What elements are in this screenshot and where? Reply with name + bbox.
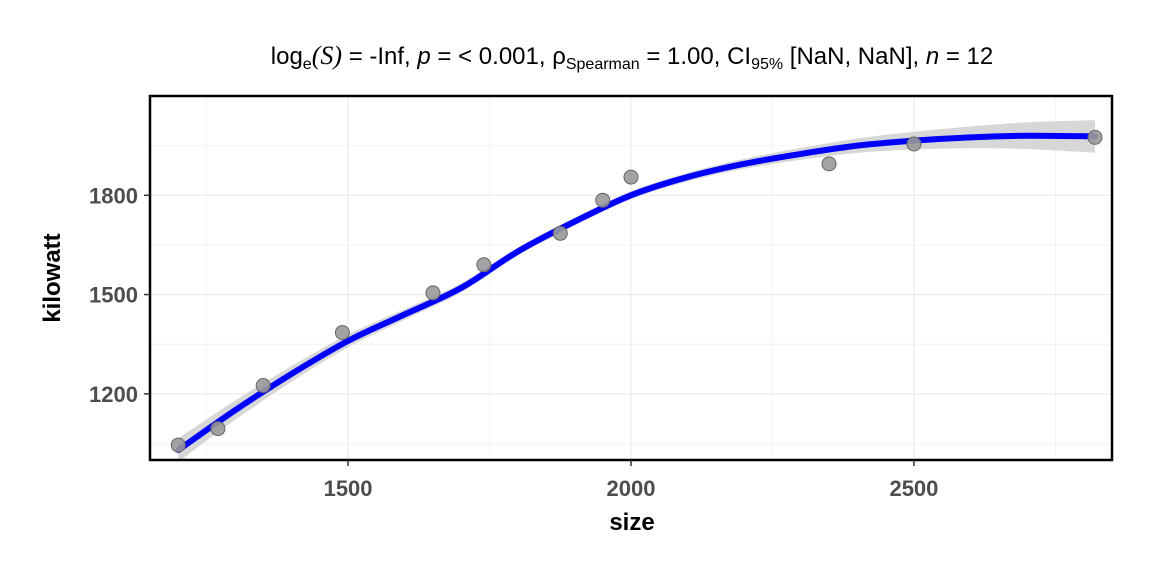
smooth-fit-line [175, 132, 1099, 454]
y-axis-title: kilowatt [39, 233, 66, 322]
data-point [334, 325, 350, 341]
data-point [906, 136, 922, 152]
data-point [255, 378, 271, 394]
title-rho-value: = 1.00, CI [640, 43, 751, 70]
title-stat-value: = -Inf, [342, 43, 417, 70]
x-axis-ticks: 1500 2000 2500 [324, 460, 938, 501]
y-tick-label: 1800 [89, 183, 138, 208]
title-p-value: = < 0.001, [431, 43, 552, 70]
y-tick-label: 1500 [89, 283, 138, 308]
data-point [210, 421, 226, 437]
grid-lines [150, 95, 1112, 460]
title-n-symbol: n [926, 43, 939, 70]
data-points [170, 129, 1103, 453]
title-rho-sub: Spearman [566, 56, 640, 73]
title-log-prefix: log [271, 43, 303, 70]
title-ci-value: [NaN, NaN], [783, 43, 926, 70]
data-point [623, 169, 639, 185]
data-point [821, 156, 837, 172]
y-axis-ticks: 1200 1500 1800 [89, 183, 150, 407]
title-p-symbol: p [416, 43, 430, 70]
confidence-ribbon [178, 120, 1096, 462]
chart-title: loge(S) = -Inf, p = < 0.001, ρSpearman =… [271, 41, 993, 73]
x-tick-label: 1500 [324, 476, 373, 501]
title-log-sub: e [303, 56, 312, 73]
title-n-value: = 12 [939, 43, 993, 70]
data-point [425, 285, 441, 301]
y-tick-label: 1200 [89, 382, 138, 407]
data-point [595, 192, 611, 208]
data-point [170, 437, 186, 453]
x-axis-title: size [609, 509, 654, 536]
plot-panel [148, 94, 1114, 462]
title-rho-symbol: ρ [552, 43, 566, 70]
data-point [552, 225, 568, 241]
title-ci-sub: 95% [751, 56, 783, 73]
data-point [1087, 129, 1103, 145]
title-stat-symbol: (S) [312, 41, 342, 70]
x-tick-label: 2000 [607, 476, 656, 501]
x-tick-label: 2500 [889, 476, 938, 501]
data-point [476, 257, 492, 273]
